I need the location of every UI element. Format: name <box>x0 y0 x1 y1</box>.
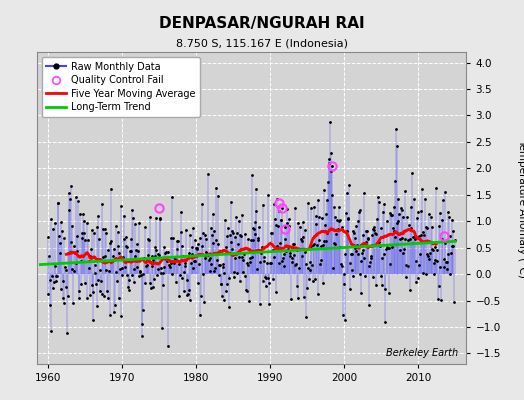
Legend: Raw Monthly Data, Quality Control Fail, Five Year Moving Average, Long-Term Tren: Raw Monthly Data, Quality Control Fail, … <box>41 57 200 117</box>
Y-axis label: Temperature Anomaly (°C): Temperature Anomaly (°C) <box>517 138 524 278</box>
Text: Berkeley Earth: Berkeley Earth <box>386 348 458 358</box>
Text: 8.750 S, 115.167 E (Indonesia): 8.750 S, 115.167 E (Indonesia) <box>176 38 348 48</box>
Text: DENPASAR/NGURAH RAI: DENPASAR/NGURAH RAI <box>159 16 365 31</box>
